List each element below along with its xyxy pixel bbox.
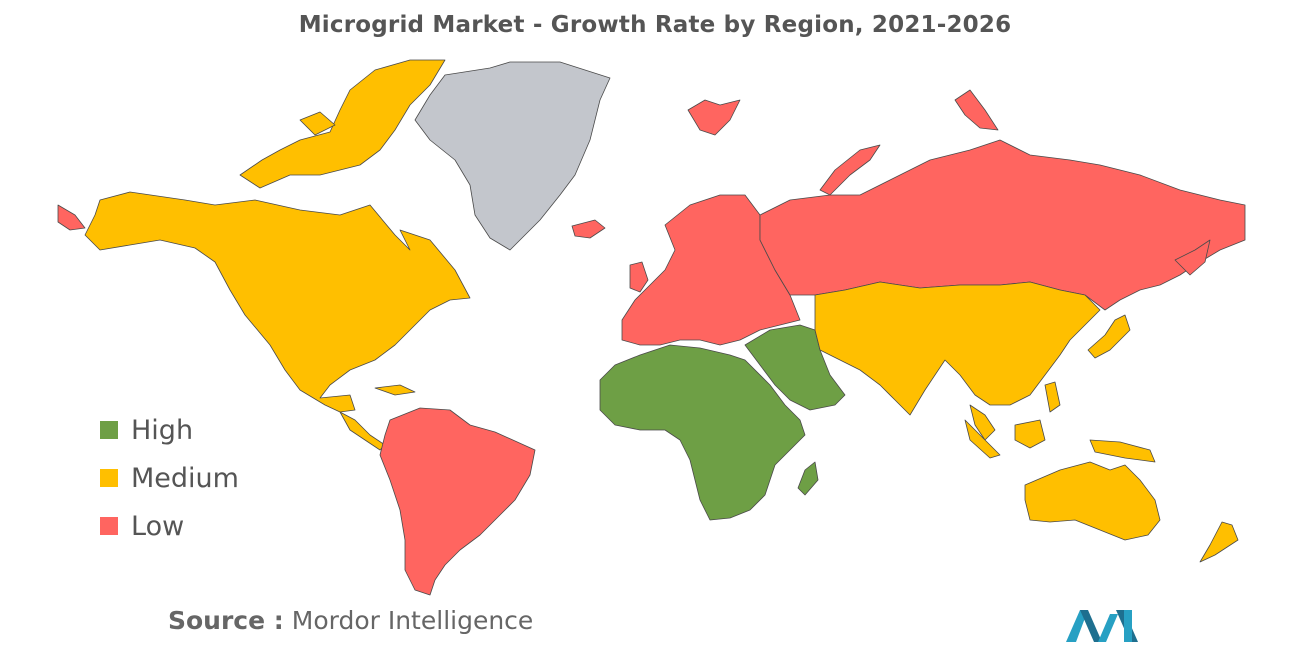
region-australia	[1024, 461, 1161, 541]
chart-title: Microgrid Market - Growth Rate by Region…	[298, 12, 1012, 38]
legend-swatch-medium	[100, 469, 118, 487]
region-south-america	[379, 407, 536, 596]
region-asia	[814, 281, 1101, 416]
region-uk	[629, 261, 649, 293]
region-southeast-asia-peninsula	[969, 404, 996, 441]
legend-swatch-low	[100, 517, 118, 535]
legend-item-high: High	[100, 406, 239, 454]
source-value: Mordor Intelligence	[291, 606, 534, 635]
region-canada-islands	[239, 59, 446, 189]
legend-item-low: Low	[100, 502, 239, 550]
region-borneo	[1014, 419, 1046, 449]
region-central-america	[339, 411, 386, 451]
region-svalbard	[687, 99, 741, 136]
region-iceland	[571, 219, 606, 239]
region-europe	[621, 194, 801, 346]
region-novaya-zemlya	[819, 144, 881, 196]
legend-swatch-high	[100, 421, 118, 439]
region-greenland	[414, 61, 611, 251]
legend-label-low: Low	[131, 510, 185, 542]
region-japan	[1087, 314, 1131, 359]
region-sumatra	[964, 419, 1001, 459]
region-alaska-tip	[57, 204, 86, 231]
mordor-intelligence-logo-icon	[1066, 610, 1138, 642]
region-new-guinea	[1089, 439, 1156, 463]
region-africa	[599, 344, 806, 521]
legend-label-high: High	[131, 414, 194, 446]
region-russia-arctic-island	[954, 89, 999, 131]
region-north-america	[84, 191, 471, 413]
source-line: Source : Mordor Intelligence	[168, 606, 533, 635]
source-key: Source :	[168, 606, 284, 635]
region-kamchatka	[1174, 239, 1211, 276]
region-philippines	[1044, 381, 1061, 413]
region-madagascar	[797, 461, 819, 496]
legend-item-medium: Medium	[100, 454, 239, 502]
legend-label-medium: Medium	[131, 462, 239, 494]
legend: High Medium Low	[100, 406, 239, 550]
region-canada-island-2	[299, 111, 336, 136]
region-caribbean	[374, 384, 416, 396]
region-middle-east	[744, 324, 846, 411]
region-new-zealand	[1199, 521, 1239, 563]
